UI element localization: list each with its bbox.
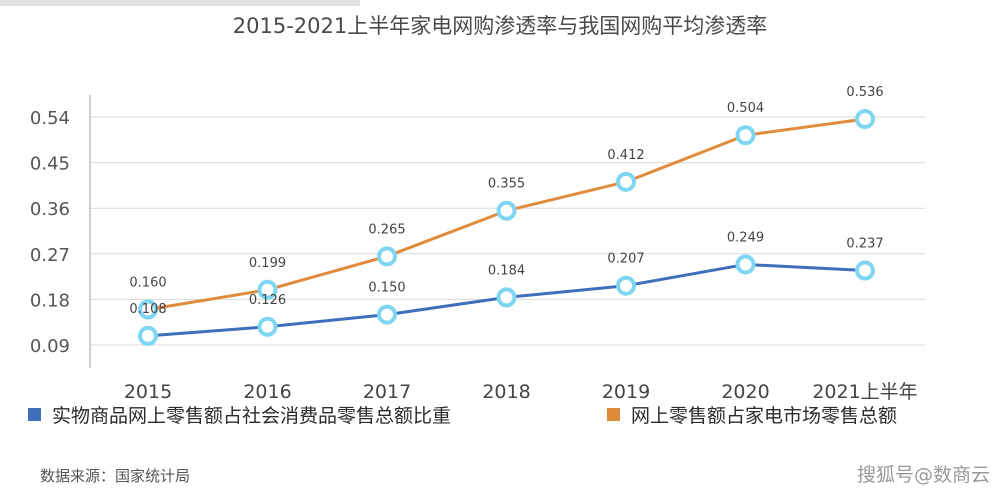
x-tick-label: 2017 <box>363 381 411 403</box>
data-label-series-1: 0.237 <box>846 237 883 252</box>
top-edge-artifact <box>0 0 360 6</box>
data-label-series-1: 0.126 <box>249 293 286 308</box>
data-label-series-2: 0.536 <box>846 85 883 100</box>
data-point-series-1 <box>377 304 397 325</box>
data-point-series-2 <box>616 171 636 192</box>
data-label-series-2: 0.355 <box>488 177 525 192</box>
y-tick-label: 0.09 <box>30 336 70 357</box>
data-label-series-2: 0.412 <box>607 148 644 163</box>
data-point-series-2 <box>496 200 517 221</box>
data-point-series-2 <box>377 246 397 267</box>
watermark: 搜狐号@数商云 <box>857 464 990 486</box>
data-label-series-1: 0.108 <box>129 302 166 317</box>
data-label-series-2: 0.199 <box>249 256 286 271</box>
data-label-series-2: 0.504 <box>727 101 764 116</box>
legend-swatch-series-1 <box>28 408 41 421</box>
data-point-series-2 <box>138 299 158 320</box>
x-tick-label: 2016 <box>243 381 291 403</box>
data-point-series-1 <box>257 316 278 337</box>
data-label-series-2: 0.265 <box>368 222 405 237</box>
y-tick-label: 0.27 <box>30 245 70 266</box>
data-label-series-2: 0.160 <box>129 276 166 291</box>
source-note: 数据来源：国家统计局 <box>40 467 190 485</box>
y-axis-ticks: 0.54 0.45 0.36 0.27 0.18 0.09 <box>30 108 70 357</box>
data-label-series-1: 0.184 <box>488 263 525 278</box>
legend-swatch-series-2 <box>607 408 620 421</box>
data-labels: 0.108 0.126 0.150 0.184 0.207 0.249 0.237 0.160… <box>129 85 883 317</box>
data-point-series-1 <box>138 325 158 346</box>
y-tick-label: 0.45 <box>30 154 70 175</box>
data-point-series-2 <box>257 279 278 300</box>
data-point-series-2 <box>855 109 875 130</box>
data-label-series-1: 0.207 <box>607 252 644 267</box>
data-point-series-1 <box>616 275 636 296</box>
y-tick-label: 0.18 <box>30 290 70 311</box>
data-point-series-1 <box>855 260 875 281</box>
x-tick-label: 2015 <box>124 381 172 403</box>
data-point-series-1 <box>496 287 517 308</box>
legend: 实物商品网上零售额占社会消费品零售总额比重 网上零售额占家电市场零售总额 <box>28 405 897 427</box>
data-label-series-1: 0.150 <box>368 281 405 296</box>
x-tick-label: 2019 <box>602 381 650 403</box>
y-tick-label: 0.54 <box>30 108 70 129</box>
legend-label-series-1: 实物商品网上零售额占社会消费品零售总额比重 <box>52 405 451 427</box>
data-label-series-1: 0.249 <box>727 230 764 245</box>
x-tick-label: 2018 <box>482 381 530 403</box>
y-tick-label: 0.36 <box>30 199 70 220</box>
data-point-series-1 <box>735 254 756 275</box>
series-markers <box>138 109 875 346</box>
legend-label-series-2: 网上零售额占家电市场零售总额 <box>631 405 897 427</box>
grid <box>90 116 925 346</box>
chart-title: 2015-2021上半年家电网购渗透率与我国网购平均渗透率 <box>233 14 767 38</box>
x-tick-label: 2020 <box>721 381 769 403</box>
x-tick-label: 2021上半年 <box>812 381 917 403</box>
x-axis-ticks: 2015 2016 2017 2018 2019 2020 2021上半年 <box>124 381 918 403</box>
data-point-series-2 <box>735 125 756 146</box>
